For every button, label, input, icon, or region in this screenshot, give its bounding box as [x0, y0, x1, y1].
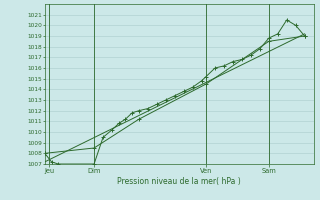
X-axis label: Pression niveau de la mer( hPa ): Pression niveau de la mer( hPa ) — [117, 177, 241, 186]
